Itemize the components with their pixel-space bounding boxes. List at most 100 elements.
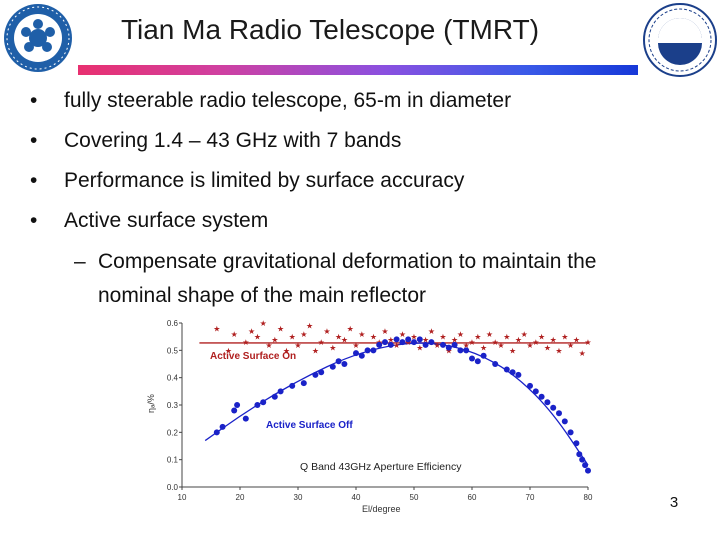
x-tick-label: 80 <box>584 493 593 502</box>
y-tick-label: 0.0 <box>167 483 179 492</box>
point-active-surface-on: ★ <box>399 330 406 339</box>
point-active-surface-on: ★ <box>271 335 278 344</box>
y-tick-label: 0.4 <box>167 374 179 383</box>
bullet-item: • fully steerable radio telescope, 65-m i… <box>30 89 511 113</box>
point-active-surface-on: ★ <box>497 341 504 350</box>
point-active-surface-on: ★ <box>428 327 435 336</box>
point-active-surface-on: ★ <box>538 333 545 342</box>
chart-points: ★★★★★★★★★★★★★★★★★★★★★★★★ ★★★★★★★★★★★★★★★★… <box>213 319 592 474</box>
point-active-surface-on: ★ <box>341 335 348 344</box>
point-active-surface-on: ★ <box>451 335 458 344</box>
point-active-surface-off <box>231 407 238 414</box>
point-active-surface-on: ★ <box>463 341 470 350</box>
x-tick-label: 70 <box>526 493 535 502</box>
page-number: 3 <box>669 494 679 511</box>
point-active-surface-off <box>544 399 551 406</box>
point-active-surface-on: ★ <box>526 341 533 350</box>
x-tick-label: 60 <box>468 493 477 502</box>
bullet-text: Covering 1.4 – 43 GHz with 7 bands <box>64 129 402 152</box>
bullet-item: • Active surface system <box>30 209 268 233</box>
point-active-surface-on: ★ <box>474 333 481 342</box>
point-active-surface-on: ★ <box>416 344 423 353</box>
point-active-surface-off <box>382 339 388 346</box>
point-active-surface-off <box>318 369 325 376</box>
y-tick-label: 0.6 <box>167 319 179 328</box>
point-active-surface-on: ★ <box>434 341 441 350</box>
point-active-surface-off <box>411 339 417 346</box>
point-active-surface-off <box>561 418 568 425</box>
point-active-surface-on: ★ <box>405 338 412 347</box>
sub-bullet-item: – Compensate gravitational deformation to… <box>74 250 596 274</box>
point-active-surface-on: ★ <box>584 338 591 347</box>
point-active-surface-on: ★ <box>277 324 284 333</box>
chart-title: Q Band 43GHz Aperture Efficiency <box>300 461 462 473</box>
point-active-surface-on: ★ <box>289 333 296 342</box>
bullet-text: Performance is limited by surface accura… <box>64 169 465 192</box>
point-active-surface-off <box>509 369 516 376</box>
point-active-surface-off <box>585 467 591 474</box>
point-active-surface-on: ★ <box>492 338 499 347</box>
point-active-surface-off <box>364 347 371 354</box>
point-active-surface-on: ★ <box>387 335 394 344</box>
point-active-surface-off <box>289 382 296 389</box>
point-active-surface-off <box>387 341 394 348</box>
x-tick-label: 40 <box>352 493 361 502</box>
point-active-surface-on: ★ <box>509 346 516 355</box>
bullet-text: fully steerable radio telescope, 65-m in… <box>64 89 512 112</box>
bullet-item: • Covering 1.4 – 43 GHz with 7 bands <box>30 129 401 153</box>
title-underline-bar <box>78 65 638 75</box>
point-active-surface-on: ★ <box>439 333 446 342</box>
point-active-surface-off <box>474 358 481 365</box>
point-active-surface-off <box>457 347 464 354</box>
series-label-active-surface-on: Active Surface On <box>210 351 296 362</box>
point-active-surface-off <box>532 388 539 395</box>
point-active-surface-off <box>329 363 336 370</box>
point-active-surface-on: ★ <box>573 335 580 344</box>
point-active-surface-off <box>312 371 319 378</box>
point-active-surface-on: ★ <box>225 346 232 355</box>
bullet-dot: • <box>30 129 38 152</box>
point-active-surface-off <box>469 355 475 362</box>
x-tick-label: 50 <box>410 493 419 502</box>
point-active-surface-on: ★ <box>335 333 342 342</box>
y-tick-label: 0.2 <box>167 428 179 437</box>
point-active-surface-off <box>451 341 458 348</box>
point-active-surface-on: ★ <box>300 330 307 339</box>
point-active-surface-off <box>213 429 220 436</box>
point-active-surface-off <box>234 402 241 408</box>
point-active-surface-on: ★ <box>294 341 301 350</box>
aperture-efficiency-chart: 10 20 30 40 50 60 70 800.00.10.20.30.40.50.6 ★★… <box>146 319 593 514</box>
cas-logo <box>4 4 72 72</box>
point-active-surface-off <box>353 350 359 357</box>
point-active-surface-on: ★ <box>544 344 551 353</box>
point-active-surface-on: ★ <box>265 341 272 350</box>
point-active-surface-on: ★ <box>555 346 562 355</box>
point-active-surface-on: ★ <box>468 338 475 347</box>
series-label-active-surface-off: Active Surface Off <box>266 420 353 431</box>
x-tick-label: 10 <box>178 493 187 502</box>
point-active-surface-off <box>341 361 348 367</box>
chart-ticks: 10 20 30 40 50 60 70 80 0.0 0.1 0.2 0.3 0.4 0.5 0.6 <box>167 319 593 502</box>
point-active-surface-off <box>370 347 377 354</box>
point-active-surface-off <box>422 341 429 348</box>
point-active-surface-on: ★ <box>457 330 464 339</box>
point-active-surface-on: ★ <box>567 341 574 350</box>
sub-bullet-dash: – <box>74 250 86 273</box>
point-active-surface-on: ★ <box>260 319 267 328</box>
point-active-surface-off <box>428 339 435 346</box>
point-active-surface-on: ★ <box>422 335 429 344</box>
point-active-surface-off <box>480 352 487 359</box>
point-active-surface-off <box>242 415 249 422</box>
point-active-surface-off <box>538 393 545 400</box>
y-tick-label: 0.3 <box>167 401 179 410</box>
point-active-surface-off <box>260 399 267 406</box>
point-active-surface-off <box>492 361 499 367</box>
point-active-surface-off <box>393 336 400 343</box>
point-active-surface-on: ★ <box>318 338 325 347</box>
point-active-surface-on: ★ <box>486 330 493 339</box>
x-tick-label: 20 <box>236 493 245 502</box>
point-active-surface-off <box>573 440 580 447</box>
point-active-surface-off <box>271 393 278 400</box>
x-axis-label: El/degree <box>362 504 401 514</box>
y-tick-label: 0.1 <box>167 456 179 465</box>
